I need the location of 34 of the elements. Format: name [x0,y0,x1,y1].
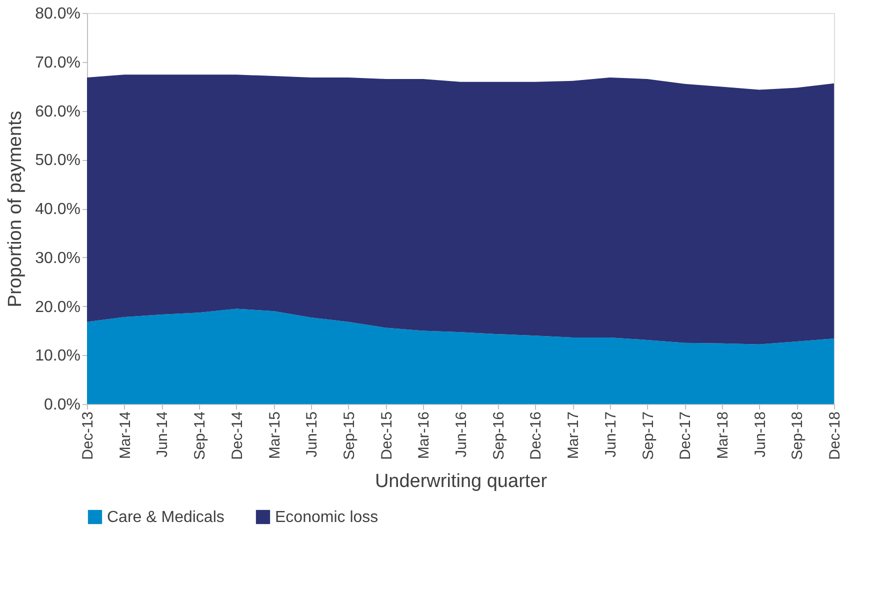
y-tick-label: 40.0% [35,201,80,218]
x-tick-label: Dec-13 [80,412,96,460]
x-tick-label: Jun-14 [154,412,172,458]
y-tick-label: 70.0% [35,54,80,72]
y-tick-label: 50.0% [35,152,80,170]
legend-label: Economic loss [275,509,378,526]
x-tick-label: Jun-18 [752,412,769,458]
x-tick-label: Mar-14 [116,412,134,460]
y-tick-label: 80.0% [35,6,80,22]
x-tick-label: Dec-16 [528,412,545,460]
y-tick-label: 0.0% [44,396,80,414]
x-tick-label: Sep-18 [789,412,806,460]
x-tick-label: Mar-16 [416,412,433,460]
x-tick-label: Mar-17 [565,412,582,460]
x-tick-label: Sep-14 [192,412,209,460]
x-tick-label: Mar-18 [714,412,732,460]
x-tick-label: Jun-15 [304,412,321,458]
y-tick-label: 10.0% [35,348,80,365]
y-tick-label: 30.0% [35,250,80,267]
x-axis-title: Underwriting quarter [374,470,548,492]
y-tick-label: 60.0% [35,103,80,120]
x-tick-label: Jun-16 [453,412,470,458]
x-tick-label: Dec-14 [228,412,246,460]
legend-label: Care & Medicals [107,509,224,526]
x-tick-label: Mar-15 [266,412,284,460]
y-axis-title: Proportion of payments [5,110,26,308]
x-tick-label: Sep-16 [490,412,508,460]
y-tick-label: 20.0% [35,298,80,316]
x-tick-label: Dec-15 [378,412,396,460]
x-tick-label: Dec-18 [826,412,844,460]
x-tick-label: Sep-15 [340,412,358,460]
x-tick-label: Jun-17 [602,412,620,458]
x-tick-label: Dec-17 [677,412,694,460]
x-tick-label: Sep-17 [640,412,657,460]
